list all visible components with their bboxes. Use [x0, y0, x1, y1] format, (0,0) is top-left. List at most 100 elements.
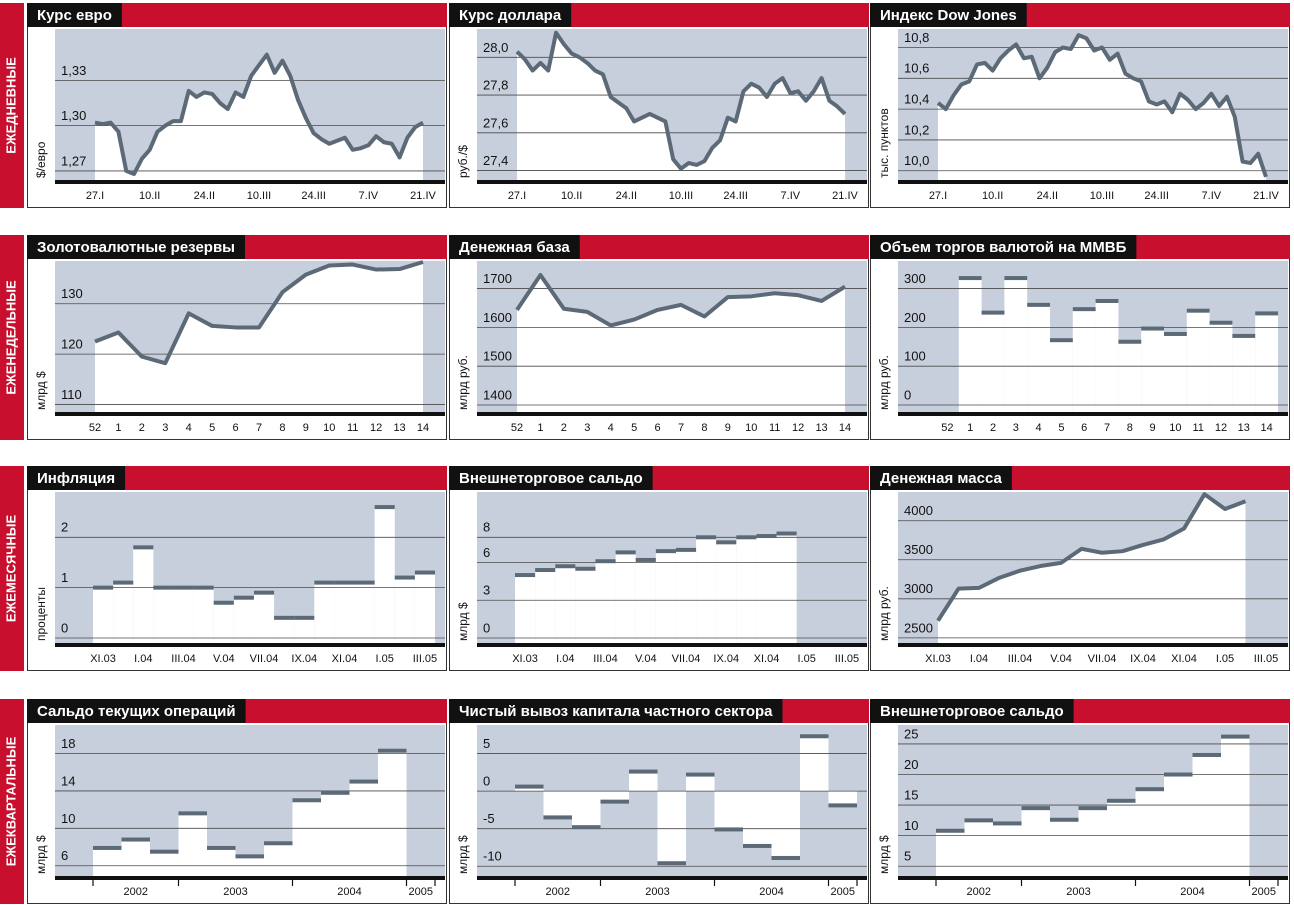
bar-cap: [936, 828, 965, 833]
x-group-label: 2005: [409, 886, 433, 898]
bar-cap: [1004, 276, 1028, 281]
bar-cap: [314, 580, 335, 585]
chart-title: Сальдо текущих операций: [37, 703, 236, 720]
bar: [1095, 300, 1119, 412]
panel: Чистый вывоз капитала частного сектора 20…: [449, 699, 869, 904]
bar: [334, 582, 355, 643]
title-tab: [449, 466, 653, 490]
bar-cap: [696, 535, 717, 540]
bar-cap: [686, 772, 715, 777]
bar-cap: [233, 595, 254, 600]
overlay: 27.I 10.II 24.II 10.III 24.III 7.IV 21.IV 27,4 2…: [477, 30, 867, 202]
x-tick-label: 4: [608, 422, 614, 434]
y-tick-label: 100: [904, 349, 926, 364]
title-tab: [27, 235, 245, 259]
y-tick-label: 14: [61, 773, 75, 788]
bar: [274, 617, 295, 643]
x-tick-label: XI.03: [925, 653, 951, 665]
bar-cap: [981, 310, 1005, 315]
bar: [235, 856, 264, 876]
bar: [1050, 819, 1079, 876]
x-tick-label: VII.04: [672, 653, 701, 665]
bar: [292, 800, 321, 876]
row-label-band: [0, 235, 24, 440]
x-tick-label: 6: [655, 422, 661, 434]
bar-cap: [235, 854, 264, 859]
x-tick-label: IX.04: [291, 653, 317, 665]
x-tick-label: 9: [725, 422, 731, 434]
bar: [575, 568, 596, 643]
x-tick-label: 4: [1036, 422, 1042, 434]
bar-cap: [294, 615, 315, 620]
y-axis-label: млрд $: [34, 835, 48, 874]
y-tick-label: 15: [904, 788, 918, 803]
y-tick-label: 0: [61, 620, 68, 635]
bar: [1164, 333, 1187, 412]
x-tick-label: 10: [745, 422, 757, 434]
bar: [1186, 310, 1210, 412]
x-tick-label: 7: [678, 422, 684, 434]
overlay: 27.I 10.II 24.II 10.III 24.III 7.IV 21.IV 10,0 1…: [898, 30, 1288, 202]
y-tick-label: 1700: [483, 271, 512, 286]
chart-title: Индекс Dow Jones: [880, 7, 1017, 24]
area-fill: [517, 274, 845, 412]
x-tick-label: V.04: [635, 653, 657, 665]
title-tab: [449, 235, 580, 259]
x-tick-label: 10.III: [247, 190, 271, 202]
bar-cap: [178, 811, 207, 816]
bar: [756, 536, 777, 643]
x-tick-label: 21.IV: [1253, 190, 1279, 202]
bar: [233, 597, 254, 643]
marks: [517, 274, 845, 412]
x-tick-label: XI.04: [332, 653, 358, 665]
x-tick-label: I.04: [970, 653, 988, 665]
y-tick-label: 0: [483, 620, 490, 635]
bar: [133, 547, 154, 643]
bar: [150, 851, 179, 876]
x-tick-label: 14: [1260, 422, 1272, 434]
x-tick-label: XI.03: [90, 653, 116, 665]
title-tab: [27, 466, 126, 490]
panel: Внешнеторговое сальдо 2002 2003 2004 2005 5 10…: [870, 699, 1290, 904]
bar-cap: [394, 575, 415, 580]
y-tick-label: 0: [904, 387, 911, 402]
bar: [193, 587, 214, 643]
bar: [349, 781, 378, 876]
y-tick-label: 200: [904, 310, 926, 325]
y-tick-label: 130: [61, 286, 83, 301]
y-tick-label: 3500: [904, 542, 933, 557]
x-tick-label: 12: [792, 422, 804, 434]
y-tick-label: 10,0: [904, 153, 929, 168]
title-tab: [870, 466, 1012, 490]
bar: [964, 820, 993, 876]
bar-cap: [153, 585, 174, 590]
bar-cap: [675, 547, 697, 552]
title-tab: [870, 3, 1027, 27]
bar: [1050, 340, 1073, 412]
y-tick-label: 3000: [904, 581, 933, 596]
x-tick-label: 2: [561, 422, 567, 434]
marks: [938, 494, 1246, 643]
bar: [1141, 328, 1164, 412]
x-tick-label: 10.II: [982, 190, 1003, 202]
x-tick-label: XI.03: [512, 653, 538, 665]
bar-cap: [714, 827, 743, 832]
y-tick-label: 10,4: [904, 92, 929, 107]
y-axis-label: $/евро: [34, 141, 48, 178]
y-axis-label: млрд $: [34, 371, 48, 410]
bar-cap: [1050, 338, 1073, 343]
x-tick-label: 9: [303, 422, 309, 434]
x-tick-label: III.04: [593, 653, 617, 665]
chart-title: Объем торгов валютой на ММВБ: [880, 239, 1127, 256]
y-tick-label: 1: [61, 570, 68, 585]
y-tick-label: 1600: [483, 310, 512, 325]
bar-cap: [958, 276, 982, 281]
row-label: ЕЖЕДНЕВНЫЕ: [3, 57, 18, 154]
row-label: ЕЖЕНЕДЕЛЬНЫЕ: [3, 280, 18, 395]
bar: [696, 537, 717, 643]
